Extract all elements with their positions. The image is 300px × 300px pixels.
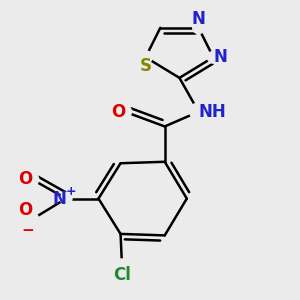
- Circle shape: [115, 259, 129, 274]
- Text: S: S: [140, 57, 152, 75]
- Text: +: +: [65, 185, 76, 198]
- Circle shape: [118, 105, 131, 118]
- Text: N: N: [192, 10, 206, 28]
- Circle shape: [26, 213, 39, 226]
- Text: O: O: [18, 170, 32, 188]
- Circle shape: [139, 51, 152, 64]
- Text: −: −: [21, 224, 34, 238]
- Text: O: O: [111, 103, 125, 121]
- Text: N: N: [52, 190, 66, 208]
- Circle shape: [60, 193, 72, 205]
- Circle shape: [207, 51, 219, 63]
- Text: O: O: [18, 201, 32, 219]
- Text: NH: NH: [199, 103, 226, 121]
- Text: Cl: Cl: [113, 266, 131, 284]
- Circle shape: [190, 103, 207, 121]
- Circle shape: [193, 22, 205, 34]
- Circle shape: [26, 173, 39, 186]
- Text: N: N: [213, 48, 227, 66]
